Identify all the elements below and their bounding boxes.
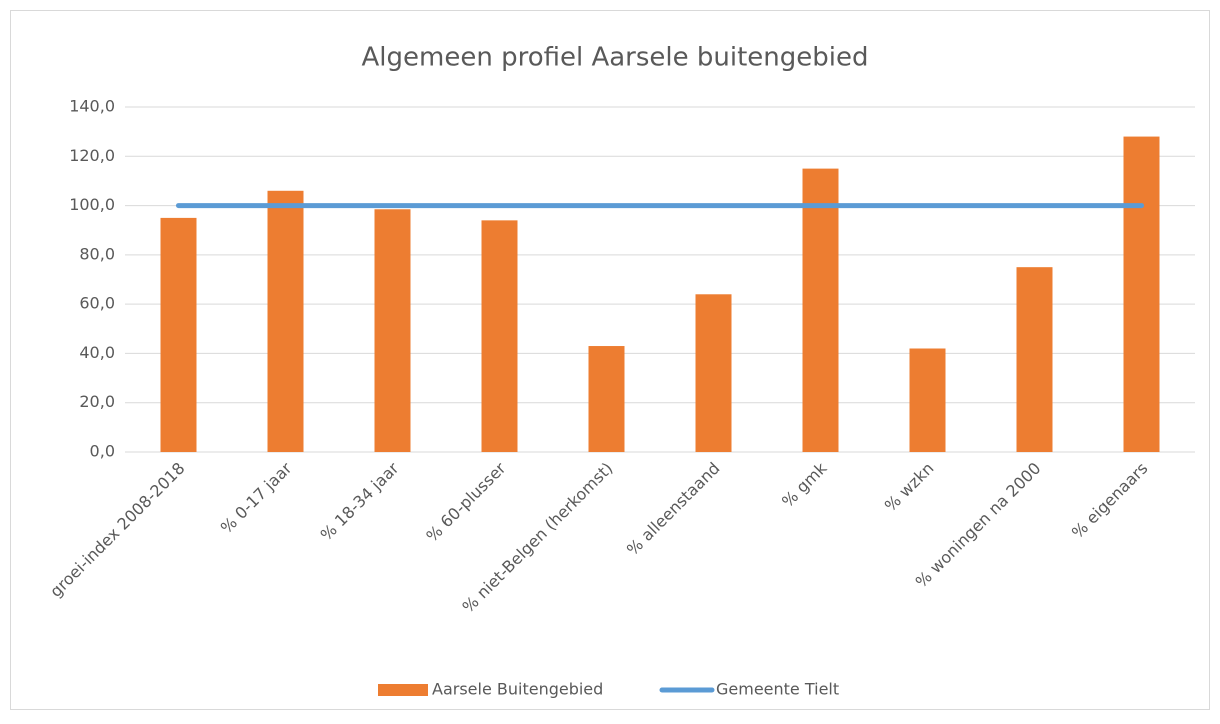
- bar: [695, 294, 732, 452]
- legend-label: Aarsele Buitengebied: [432, 680, 603, 699]
- y-tick-label: 20,0: [79, 392, 115, 411]
- bar: [1016, 267, 1053, 452]
- bar: [802, 168, 839, 452]
- y-tick-label: 80,0: [79, 244, 115, 263]
- bar: [588, 346, 625, 452]
- y-tick-label: 60,0: [79, 294, 115, 313]
- bar: [160, 217, 197, 452]
- bar: [481, 220, 518, 452]
- y-tick-label: 120,0: [69, 146, 115, 165]
- bar: [374, 209, 411, 452]
- legend-label: Gemeente Tielt: [716, 680, 839, 699]
- bar: [909, 348, 946, 452]
- y-tick-label: 40,0: [79, 343, 115, 362]
- y-tick-label: 0,0: [90, 442, 115, 461]
- legend-swatch: [378, 684, 428, 696]
- bar: [267, 190, 304, 453]
- chart-title: Algemeen profiel Aarsele buitengebied: [362, 43, 869, 73]
- bar: [1123, 136, 1160, 453]
- y-tick-label: 140,0: [69, 97, 115, 116]
- y-tick-label: 100,0: [69, 195, 115, 214]
